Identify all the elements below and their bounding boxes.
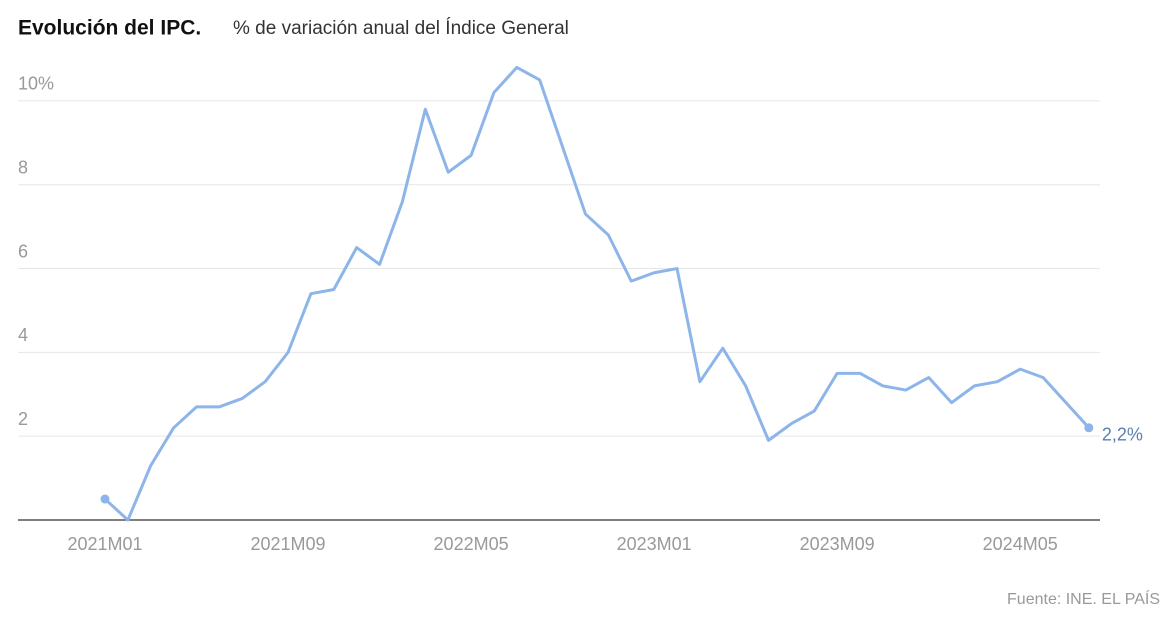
y-tick-label: 6 — [18, 241, 28, 261]
x-tick-label: 2021M01 — [67, 534, 142, 554]
y-tick-label: 10% — [18, 74, 54, 94]
point — [1084, 423, 1094, 433]
x-tick-label: 2022M05 — [434, 534, 509, 554]
x-tick-label: 2023M09 — [800, 534, 875, 554]
y-tick-label: 4 — [18, 325, 28, 345]
chart-title: Evolución del IPC. — [18, 17, 201, 40]
value-label: 2,2% — [1102, 425, 1143, 445]
point — [100, 494, 110, 504]
y-tick-label: 8 — [18, 157, 28, 177]
x-tick-label: 2023M01 — [617, 534, 692, 554]
line — [103, 65, 1090, 522]
x-tick-label: 2021M09 — [251, 534, 326, 554]
source: Fuente: INE. EL PAÍS — [1007, 589, 1160, 608]
x-tick-label: 2024M05 — [983, 534, 1058, 554]
y-tick-label: 2 — [18, 409, 28, 429]
chart-subtitle: % de variación anual del Índice General — [233, 18, 569, 39]
